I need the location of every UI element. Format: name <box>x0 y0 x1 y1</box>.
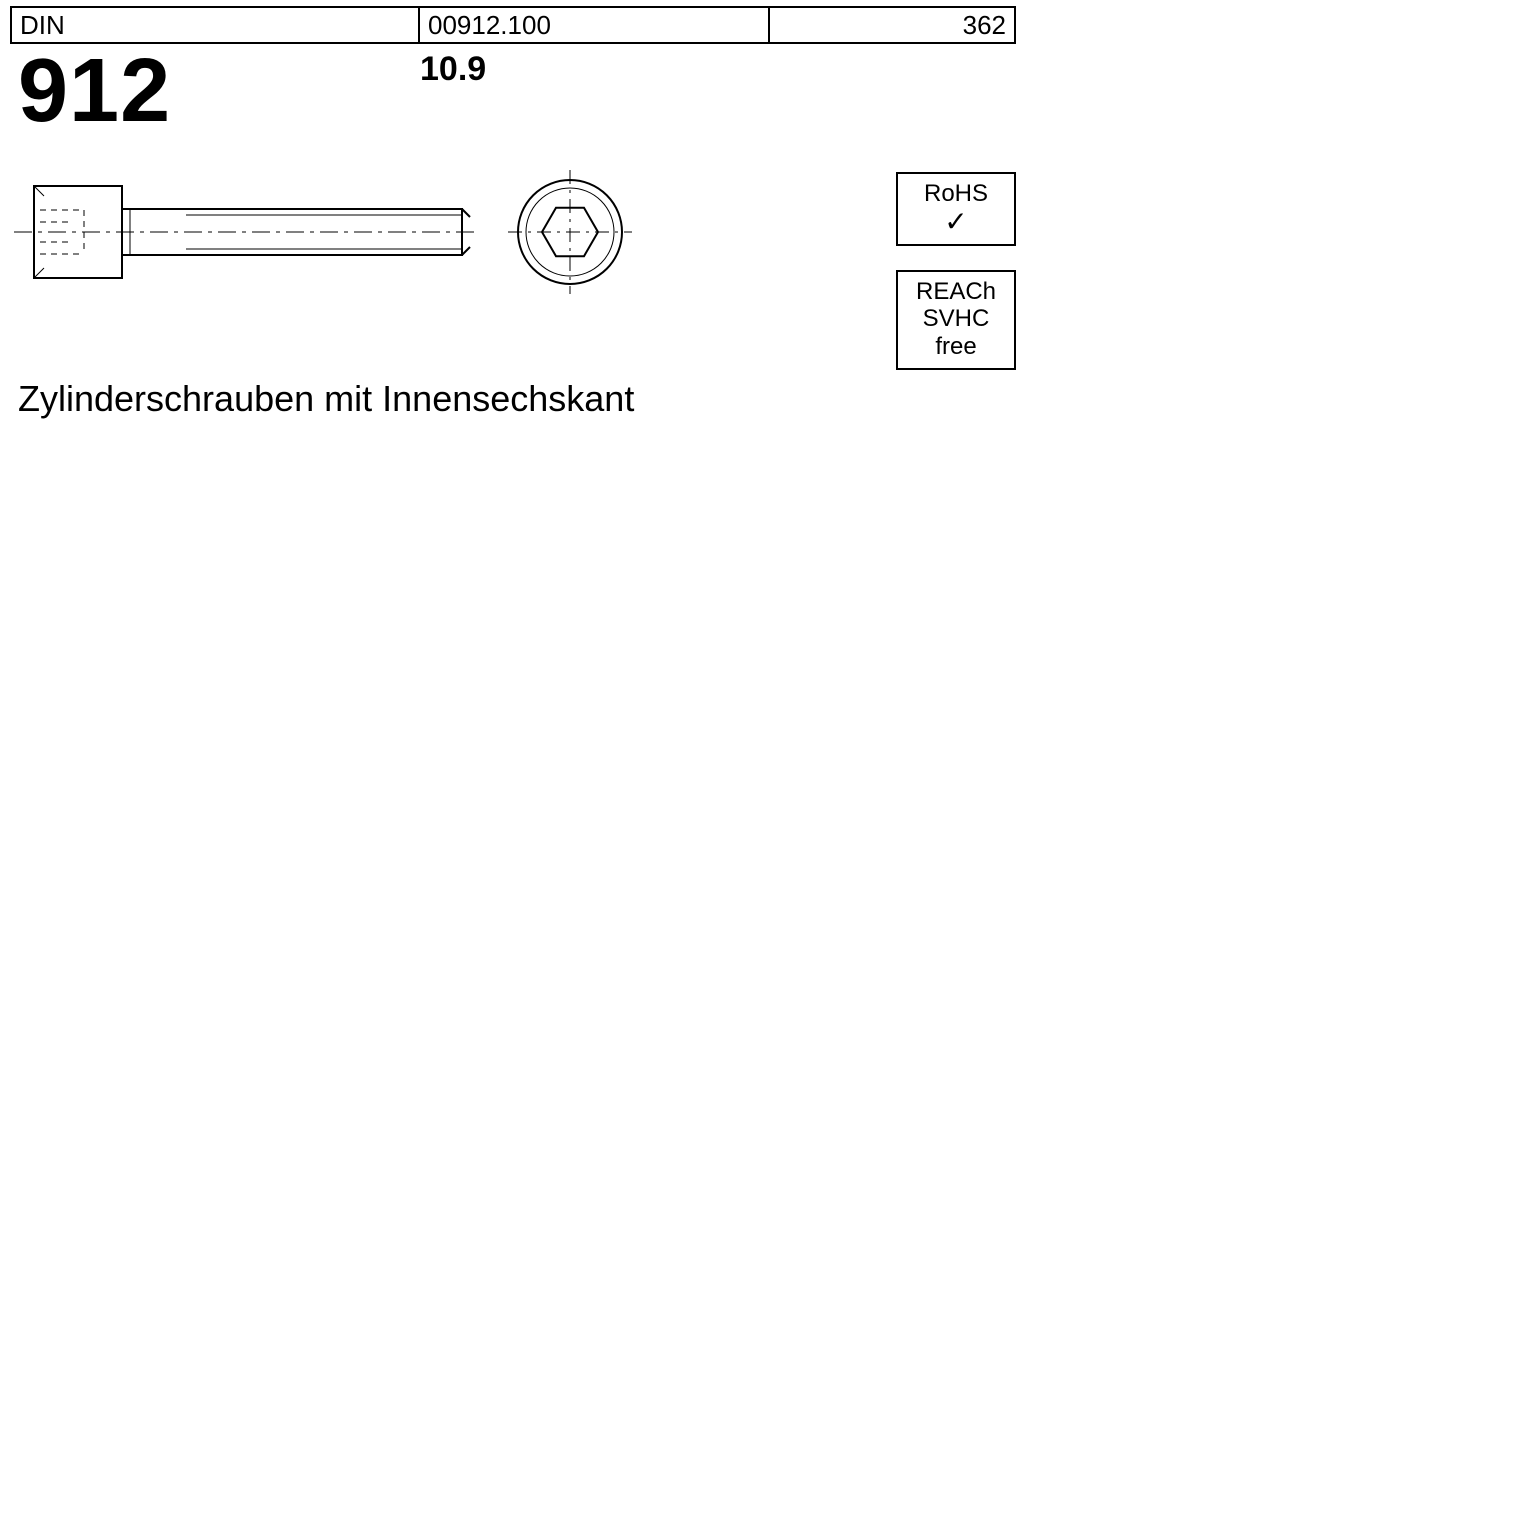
reach-line2: SVHC <box>902 305 1010 333</box>
header-page: 362 <box>770 8 1016 42</box>
title-row: 912 10.9 <box>10 44 1016 136</box>
strength-grade: 10.9 <box>420 46 486 89</box>
reach-line1: REACh <box>902 278 1010 306</box>
header-row: DIN 00912.100 362 <box>10 6 1016 44</box>
din-number: 912 <box>18 46 420 136</box>
product-name: Zylinderschrauben mit Innensechskant <box>10 366 1016 420</box>
technical-drawing <box>10 166 1016 366</box>
screw-side-view-icon <box>10 166 650 306</box>
check-icon: ✓ <box>902 208 1010 236</box>
rohs-label: RoHS <box>902 180 1010 208</box>
reach-line3: free <box>902 333 1010 361</box>
rohs-badge: RoHS ✓ <box>896 172 1016 246</box>
header-standard-label: DIN <box>10 8 420 42</box>
compliance-badges: RoHS ✓ REACh SVHC free <box>896 172 1016 394</box>
header-code: 00912.100 <box>420 8 770 42</box>
reach-badge: REACh SVHC free <box>896 270 1016 371</box>
